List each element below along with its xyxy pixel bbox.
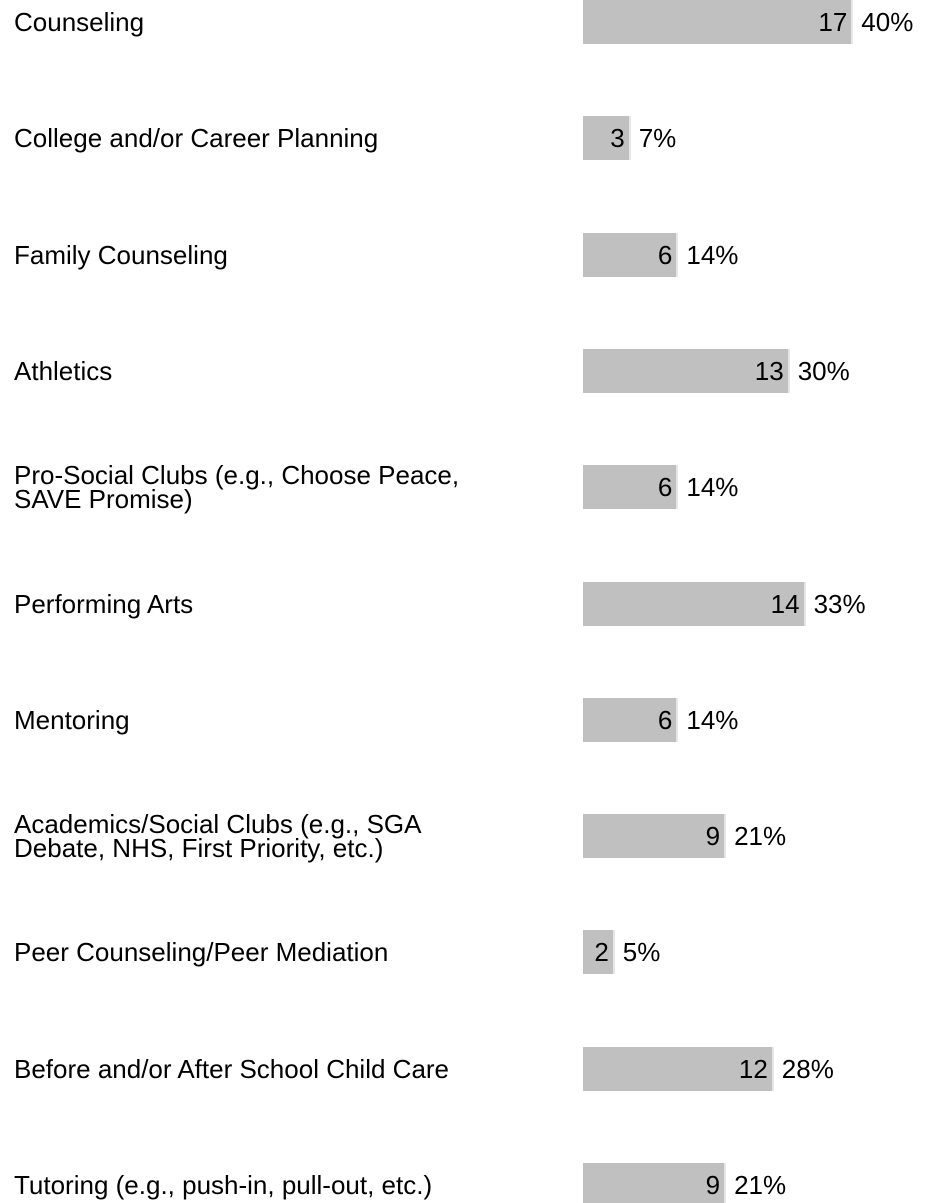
bar bbox=[583, 232, 679, 277]
percent-label: 14% bbox=[686, 239, 739, 270]
category-label: Performing Arts bbox=[14, 588, 194, 619]
percent-label: 14% bbox=[686, 472, 739, 503]
bar bbox=[583, 465, 679, 510]
category-label: Tutoring (e.g., push-in, pull-out, etc.) bbox=[14, 1170, 433, 1200]
percent-label: 14% bbox=[686, 704, 739, 735]
category-label: Athletics bbox=[14, 355, 113, 386]
percent-label: 33% bbox=[813, 588, 866, 619]
value-label: 6 bbox=[657, 704, 673, 735]
category-label: Mentoring bbox=[14, 704, 130, 735]
bar bbox=[583, 0, 854, 44]
category-label: Peer Counseling/Peer Mediation bbox=[14, 937, 389, 968]
bar bbox=[583, 1046, 774, 1091]
value-label: 6 bbox=[657, 239, 673, 270]
percent-label: 7% bbox=[638, 123, 677, 154]
percent-label: 30% bbox=[797, 355, 850, 386]
value-label: 2 bbox=[594, 937, 609, 968]
category-label: Family Counseling bbox=[14, 239, 228, 270]
percent-label: 21% bbox=[734, 1170, 787, 1200]
percent-label: 21% bbox=[734, 821, 787, 852]
value-label: 3 bbox=[610, 123, 625, 154]
bar bbox=[583, 930, 615, 975]
category-label: Pro-Social Clubs (e.g., Choose Peace, SA… bbox=[14, 460, 460, 515]
value-label: 6 bbox=[657, 472, 673, 503]
percent-label: 5% bbox=[622, 937, 661, 968]
percent-label: 28% bbox=[781, 1053, 834, 1084]
value-label: 17 bbox=[818, 7, 848, 37]
bar bbox=[583, 1163, 727, 1203]
category-label: Academics/Social Clubs (e.g., SGA Debate… bbox=[14, 809, 422, 864]
bar bbox=[583, 581, 806, 626]
value-label: 9 bbox=[705, 1170, 721, 1200]
bar bbox=[583, 814, 727, 859]
category-label: College and/or Career Planning bbox=[14, 123, 379, 154]
bar bbox=[583, 348, 790, 393]
value-label: 12 bbox=[738, 1053, 768, 1084]
value-label: 14 bbox=[770, 588, 800, 619]
percent-label: 40% bbox=[861, 7, 914, 37]
value-label: 9 bbox=[705, 821, 721, 852]
category-label: Before and/or After School Child Care bbox=[14, 1053, 450, 1084]
bar bbox=[583, 116, 631, 161]
bar bbox=[583, 697, 679, 742]
category-label: Counseling bbox=[14, 7, 145, 37]
value-label: 13 bbox=[754, 355, 784, 386]
